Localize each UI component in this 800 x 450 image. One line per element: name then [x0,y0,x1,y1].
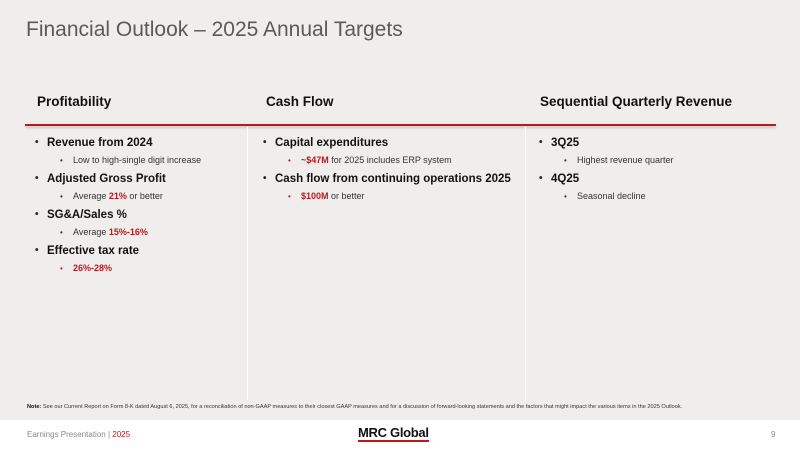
sub-item: • Highest revenue quarter [539,153,674,168]
heading-cash-flow: Cash Flow [266,94,334,109]
sub-item: • ~$47M for 2025 includes ERP system [263,153,511,168]
company-logo: MRC Global [358,425,429,442]
list-item: Adjusted Gross Profit [35,171,201,187]
list-item: SG&A/Sales % [35,207,201,223]
heading-sequential-revenue: Sequential Quarterly Revenue [540,94,733,109]
bullet-icon: • [60,192,63,201]
sequential-revenue-list: 3Q25 •Highest revenue quarter 4Q25 •Seas… [539,135,674,207]
header-divider [25,124,776,126]
sub-item: • Average 15%-16% [35,225,201,240]
sub-item: • 26%-28% [35,261,201,276]
sub-item: • Average 21% or better [35,189,201,204]
highlight-value: 15%-16% [108,227,148,237]
list-item: Cash flow from continuing operations 202… [263,171,511,187]
bullet-icon: • [564,192,567,201]
highlight-value: 26%-28% [73,263,113,273]
list-item: 3Q25 [539,135,674,151]
page-number: 9 [771,430,776,439]
footer-presentation-label: Earnings Presentation | 2025 [27,430,131,439]
highlight-value: 21% [108,191,127,201]
sub-item: • $100M or better [263,189,511,204]
bullet-icon: • [288,156,291,165]
list-item: 4Q25 [539,171,674,187]
footnote: Note: See our Current Report on Form 8-K… [27,404,683,410]
cash-flow-list: Capital expenditures •~$47M for 2025 inc… [263,135,511,207]
sub-item: • Low to high-single digit increase [35,153,201,168]
slide-title: Financial Outlook – 2025 Annual Targets [26,18,403,41]
footer-year: 2025 [112,430,131,439]
list-item: Capital expenditures [263,135,511,151]
sub-item: • Seasonal decline [539,189,674,204]
list-item: Effective tax rate [35,243,201,259]
heading-profitability: Profitability [37,94,112,109]
bullet-icon: • [60,156,63,165]
highlight-value: ~$47M [301,155,329,165]
column-divider [525,127,526,400]
highlight-value: $100M [301,191,329,201]
list-item: Revenue from 2024 [35,135,201,151]
bullet-icon: • [60,228,63,237]
profitability-list: Revenue from 2024 •Low to high-single di… [35,135,201,279]
column-divider [247,127,248,400]
bullet-icon: • [288,192,291,201]
bullet-icon: • [60,264,63,273]
bullet-icon: • [564,156,567,165]
